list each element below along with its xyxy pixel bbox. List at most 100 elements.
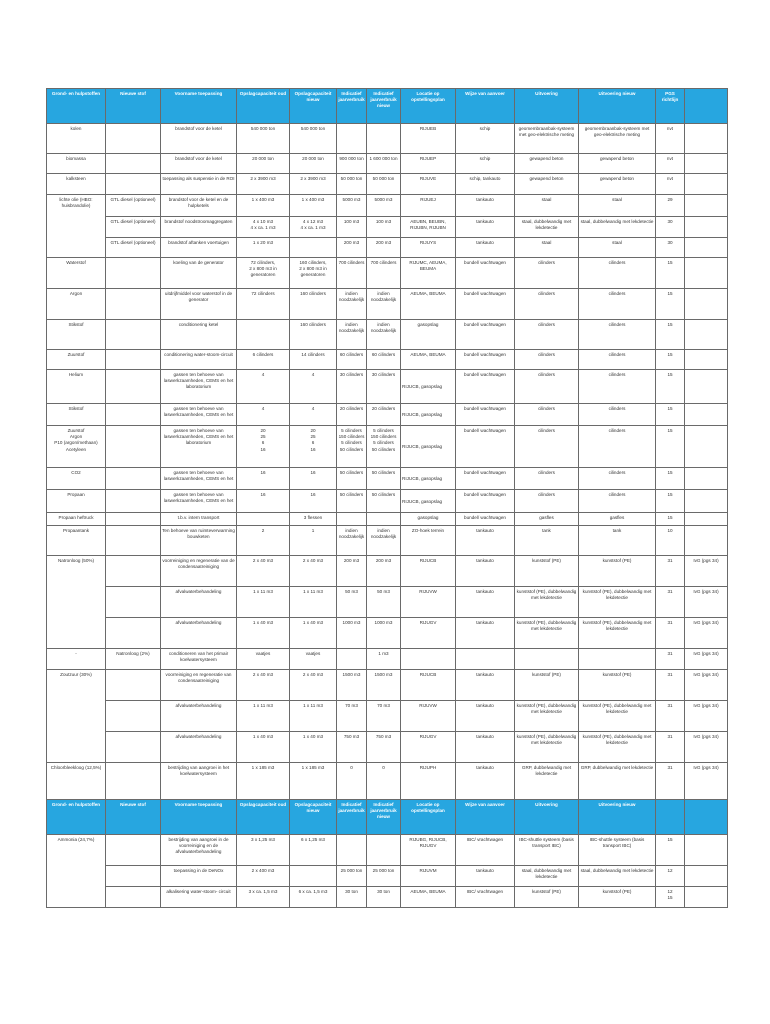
cell-location: RIJUYS [400,237,456,258]
cell-remark [684,369,728,404]
cell-design: staal, dubbelwandig met lekdetectie [514,216,579,238]
table-row: GTL diesel (optioneel) brandstof noodstro… [47,216,728,238]
cell-substance: Zoutzuur (30%) [46,669,106,763]
cell-capacity-old: 3 x ca. 1,5 m3 [236,886,290,908]
cell-capacity-old: 6 cilinders [236,349,290,370]
cell-design: gewapend beton [514,173,579,195]
cell-annual-use [336,648,367,670]
cell-substance: Waterstof [46,257,106,289]
cell-annual-use: 700 cilinders [336,257,367,289]
cell-pgs-guideline: nvt [655,153,685,174]
cell-supply-method: schip [455,153,515,174]
cell-design: cilinders [514,319,579,350]
cell-design: kunststof (PE), dubbelwandig met lekdete… [514,586,579,618]
table-row: afvalwaterbehandeling 1 x 11 m3 1 x 11 m3 5… [47,586,728,618]
cell-application: brandstof voor de ketel [160,153,237,174]
cell-capacity-new: 4 [289,403,337,426]
cell-annual-use-new: 1 m3 [366,648,401,670]
column-header-application: Voorname toepassing [160,88,237,124]
cell-location: RIJUCB, gasopslag [400,403,456,426]
cell-design: cilinders [514,288,579,320]
table-row: afvalwaterbehandeling 1 x 40 m3 1 x 40 m3 7… [47,731,728,763]
cell-pgs-guideline: nvt [655,173,685,195]
cell-pgs-guideline: 31 [655,555,685,587]
cell-capacity-old: 16 [236,467,290,490]
column-header-capacity-new: Opslagcapaciteit nieuw [289,799,337,835]
table-row: afvalwaterbehandeling 1 x 11 m3 1 x 11 m3 7… [47,700,728,732]
cell-design-new: tank [578,525,656,556]
cell-annual-use: 900 000 ton [336,153,367,174]
cell-application: gassen ten behoeve van laswerkzaamheden,… [160,489,237,513]
cell-annual-use-new: 1 600 000 ton [366,153,401,174]
cell-capacity-old: 2 x 3900 m3 [236,173,290,195]
cell-capacity-old: 4 [236,403,290,426]
column-header-remark [684,799,728,835]
cell-application: gassen ten behoeve van laswerkzaamheden,… [160,467,237,490]
hazardous-substances-table: Grond- en hulpstoffen Nieuwe stof Voorname… [46,88,728,908]
cell-capacity-new: 16 [289,467,337,490]
cell-supply-method: bundel/ wachtwagen [455,319,515,350]
table-header-row: Grond- en hulpstoffen Nieuwe stof Voorname… [46,799,728,835]
cell-annual-use: 750 m3 [336,731,367,763]
column-header-supply-method: Wijze van aanvoer [455,88,515,124]
cell-pgs-guideline: 31 [655,586,685,618]
cell-design: tank [514,525,579,556]
table-row: Ammonia (24,7%) bestrijding van aangroei … [46,834,728,908]
cell-pgs-guideline: 15 [655,834,685,866]
cell-application: voorreiniging en regeneratie van de cond… [160,555,237,587]
table-row: Zuurstof conditionering water-stoom-circu… [46,349,728,370]
cell-capacity-new: 16 [289,489,337,513]
cell-application: voorreiniging en regeneratie van condens… [160,669,237,701]
cell-location: RIJUVW [400,586,456,618]
cell-pgs-guideline: 15 [655,257,685,289]
cell-design: cilinders [514,257,579,289]
cell-annual-use-new: indien noodzakelijk [366,288,401,320]
cell-annual-use: indien noodzakelijk [336,319,367,350]
cell-remark: IvG (pgs 34) [684,555,728,587]
cell-capacity-old: 20 25 6 16 [236,425,290,468]
cell-pgs-guideline: 15 [655,319,685,350]
cell-capacity-new: 20 25 6 16 [289,425,337,468]
cell-annual-use-new: 100 m3 [366,216,401,238]
column-header-annual-use: Indicatief jaarverbruik [336,88,367,124]
cell-location: RIJUVW [400,700,456,732]
column-header-design: Uitvoering [514,799,579,835]
cell-capacity-new: 2 x 40 m3 [289,669,337,701]
cell-supply-method: tankauto [455,762,515,800]
cell-annual-use: 70 m3 [336,700,367,732]
cell-supply-method: tankauto [455,525,515,556]
cell-capacity-old: 2 [236,525,290,556]
cell-substance: Helium [46,369,106,404]
cell-application: Ten behoeve van ruimteverwarming bouwket… [160,525,237,556]
cell-annual-use-new: 50 cilinders [366,489,401,513]
cell-annual-use: 25 000 ton [336,865,367,887]
cell-annual-use-new: 50 000 ton [366,173,401,195]
table-row: Stikstof conditionering ketel 160 cilinder… [46,319,728,350]
cell-location: AEUMA, BEUMA [400,886,456,908]
cell-capacity-new: 1 x 40 m3 [289,731,337,763]
cell-location: RIJUVM [400,865,456,887]
table-row: Zuurstof Argon P10 (argon/methaan) Acety… [46,425,728,468]
cell-application: conditionering ketel [160,319,237,350]
cell-remark [684,173,728,195]
cell-application: toepassing als suspensie in de ROI [160,173,237,195]
cell-new-substance [105,288,161,320]
table-row: Helium gassen ten behoeve van laswerkzaam… [46,369,728,404]
cell-location: ZO-hoek terrein [400,525,456,556]
cell-capacity-old: 2 x 40 m3 [236,555,290,587]
cell-annual-use-new [366,834,401,866]
cell-supply-method: bundel/ wachtwagen [455,257,515,289]
cell-application: brandstof voor de ketel en de hulpketels [160,194,237,217]
cell-application: afvalwaterbehandeling [160,617,237,649]
cell-annual-use-new: 70 m3 [366,700,401,732]
cell-application: brandstof aftanken voertuigen [160,237,237,258]
cell-capacity-old: 72 cilinders [236,288,290,320]
cell-location: RIJUEP [400,153,456,174]
cell-annual-use-new: 0 [366,762,401,800]
cell-capacity-new: 160 cilinders, 2 x 800 m3 in generatoren [289,257,337,289]
cell-capacity-new: 1 x 185 m3 [289,762,337,800]
cell-capacity-new: 2 x 3900 m3 [289,173,337,195]
cell-annual-use-new: 50 cilinders [366,467,401,490]
cell-new-substance [105,349,161,370]
column-header-design-new: Uitvoering nieuw [578,799,656,835]
